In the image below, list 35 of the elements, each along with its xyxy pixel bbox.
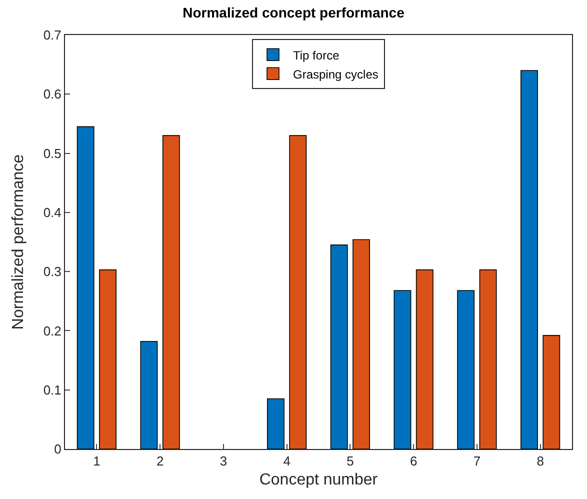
bar	[76, 126, 94, 449]
bar	[99, 269, 116, 449]
x-tick-label: 8	[536, 454, 544, 469]
bar	[330, 244, 348, 449]
x-tick-label: 2	[156, 454, 164, 469]
bar	[352, 239, 370, 449]
legend-label: Tip force	[293, 48, 340, 62]
y-tick-label: 0.6	[43, 86, 62, 102]
y-axis-title: Normalized performance	[10, 154, 28, 330]
x-tick-label: 4	[283, 454, 290, 469]
bar	[457, 290, 475, 449]
bar	[289, 135, 307, 449]
x-tick-label: 3	[220, 454, 228, 469]
bar	[267, 398, 284, 449]
bar	[479, 269, 497, 449]
chart-title: Normalized concept performance	[182, 4, 405, 20]
x-axis-title: Concept number	[259, 471, 378, 488]
y-tick-label: 0.1	[43, 382, 62, 398]
y-tick-label: 0.5	[43, 146, 62, 161]
x-tick-label: 1	[93, 454, 100, 469]
bar	[394, 290, 412, 449]
y-tick-label: 0.3	[43, 264, 62, 280]
y-tick-label: 0.7	[43, 28, 62, 43]
bar	[416, 269, 434, 449]
bar	[542, 335, 560, 449]
x-tick-label: 5	[346, 454, 354, 469]
bar	[162, 135, 180, 449]
x-tick-label: 7	[473, 454, 481, 469]
bar	[520, 70, 538, 449]
legend-label: Grasping cycles	[293, 67, 378, 82]
y-tick-label: 0.4	[43, 204, 62, 220]
bar	[140, 340, 158, 449]
y-tick-label: 0.2	[43, 323, 62, 338]
x-tick-label: 6	[410, 454, 418, 469]
y-tick-label: 0	[54, 442, 62, 457]
